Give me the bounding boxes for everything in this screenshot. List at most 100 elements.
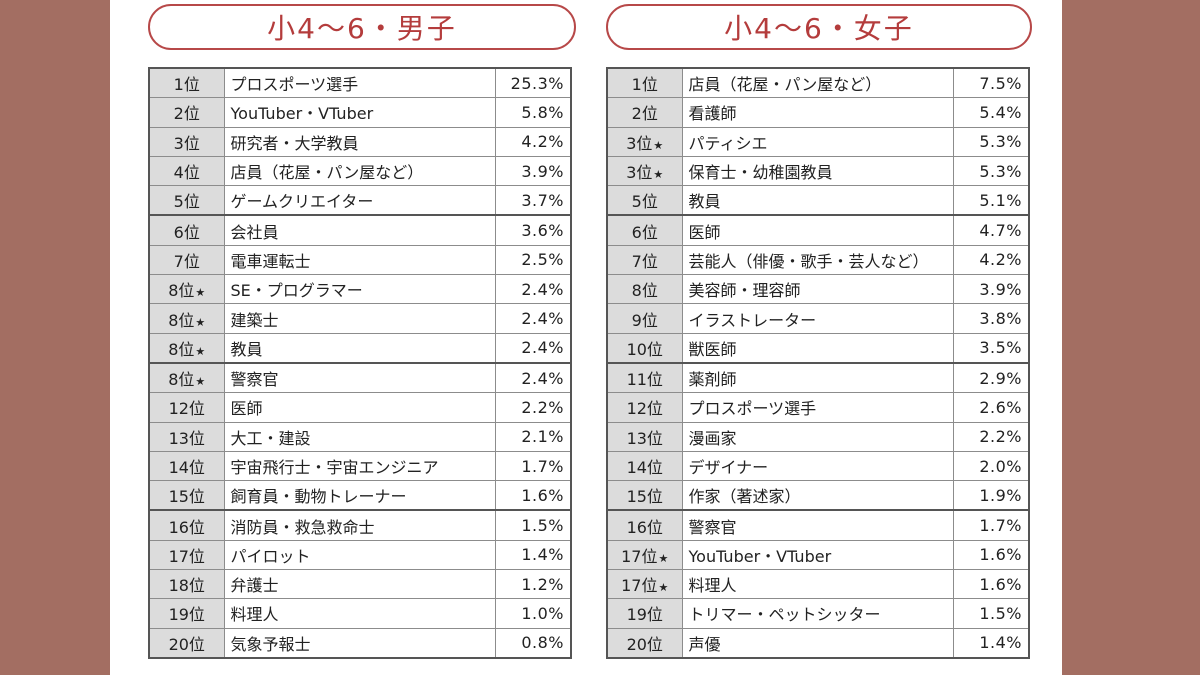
rank-label: 16位 (168, 517, 205, 537)
occupation-cell: 薬剤師 (681, 362, 954, 394)
table-row: 6位 会社員 3.6% (148, 214, 572, 246)
tie-star-icon: ★ (653, 138, 664, 152)
table-row: 11位 薬剤師 2.9% (606, 362, 1030, 394)
rank-cell: 1位 (148, 67, 225, 99)
occupation-cell: 警察官 (681, 509, 954, 541)
percent-cell: 1.9% (952, 480, 1030, 512)
percent-cell: 3.7% (494, 185, 572, 217)
occupation-cell: プロスポーツ選手 (681, 392, 954, 423)
tie-star-icon: ★ (195, 315, 206, 329)
percent-cell: 0.8% (494, 627, 572, 659)
table-row: 10位 獣医師 3.5% (606, 332, 1030, 364)
rank-cell: 3位 (148, 126, 225, 157)
girls-title: 小4〜6・女子 (606, 4, 1032, 50)
rank-label: 8位 (168, 281, 195, 301)
table-row: 8位★ SE・プログラマー 2.4% (148, 274, 572, 305)
rank-label: 8位 (631, 281, 658, 301)
rank-cell: 1位 (606, 67, 683, 99)
rank-cell: 4位 (148, 155, 225, 187)
table-row: 16位 消防員・救急救命士 1.5% (148, 509, 572, 541)
occupation-cell: 店員（花屋・パン屋など） (681, 67, 954, 99)
rank-cell: 19位 (148, 598, 225, 629)
rank-cell: 3位★ (606, 126, 683, 157)
table-row: 12位 プロスポーツ選手 2.6% (606, 392, 1030, 423)
table-row: 4位 店員（花屋・パン屋など） 3.9% (148, 155, 572, 187)
rank-cell: 8位★ (148, 362, 225, 394)
tie-star-icon: ★ (195, 375, 206, 389)
percent-cell: 1.4% (952, 627, 1030, 659)
occupation-cell: プロスポーツ選手 (223, 67, 496, 99)
rank-cell: 12位 (606, 392, 683, 423)
rank-label: 8位 (168, 310, 195, 330)
rank-label: 1位 (173, 75, 200, 95)
table-row: 3位 研究者・大学教員 4.2% (148, 126, 572, 157)
occupation-cell: 大工・建設 (223, 421, 496, 452)
percent-cell: 3.5% (952, 332, 1030, 364)
occupation-cell: 弁護士 (223, 569, 496, 600)
percent-cell: 2.2% (494, 392, 572, 423)
rank-label: 5位 (631, 192, 658, 212)
rank-label: 12位 (626, 399, 663, 419)
rank-label: 14位 (168, 458, 205, 477)
percent-cell: 5.8% (494, 97, 572, 128)
occupation-cell: イラストレーター (681, 303, 954, 334)
occupation-cell: 声優 (681, 627, 954, 659)
percent-cell: 1.4% (494, 539, 572, 571)
rank-cell: 5位 (606, 185, 683, 217)
table-row: 8位★ 教員 2.4% (148, 332, 572, 364)
table-row: 14位 宇宙飛行士・宇宙エンジニア 1.7% (148, 450, 572, 482)
occupation-cell: 看護師 (681, 97, 954, 128)
rank-cell: 3位★ (606, 155, 683, 187)
table-row: 3位★ パティシエ 5.3% (606, 126, 1030, 157)
rank-cell: 14位 (148, 450, 225, 482)
occupation-cell: トリマー・ペットシッター (681, 598, 954, 629)
tie-star-icon: ★ (195, 286, 206, 300)
table-row: 15位 飼育員・動物トレーナー 1.6% (148, 480, 572, 512)
table-row: 7位 電車運転士 2.5% (148, 244, 572, 276)
rank-label: 17位 (168, 546, 205, 566)
rank-label: 3位 (626, 163, 653, 183)
rank-label: 6位 (631, 222, 658, 242)
table-row: 20位 気象予報士 0.8% (148, 627, 572, 659)
occupation-cell: 宇宙飛行士・宇宙エンジニア (223, 450, 496, 482)
percent-cell: 4.7% (952, 214, 1030, 246)
percent-cell: 5.4% (952, 97, 1030, 128)
tie-star-icon: ★ (658, 581, 669, 595)
rank-cell: 7位 (606, 244, 683, 276)
rank-cell: 8位★ (148, 274, 225, 305)
percent-cell: 3.9% (494, 155, 572, 187)
tie-star-icon: ★ (195, 344, 206, 358)
rank-label: 8位 (168, 370, 195, 390)
rank-cell: 17位★ (606, 539, 683, 571)
rank-cell: 15位 (606, 480, 683, 512)
rank-cell: 2位 (148, 97, 225, 128)
rank-cell: 14位 (606, 450, 683, 482)
percent-cell: 2.6% (952, 392, 1030, 423)
table-row: 17位★ YouTuber・VTuber 1.6% (606, 539, 1030, 571)
table-row: 9位 イラストレーター 3.8% (606, 303, 1030, 334)
occupation-cell: 会社員 (223, 214, 496, 246)
table-row: 6位 医師 4.7% (606, 214, 1030, 246)
rank-label: 18位 (168, 576, 205, 596)
table-row: 5位 教員 5.1% (606, 185, 1030, 217)
rank-cell: 10位 (606, 332, 683, 364)
boys-ranking-table: 1位 プロスポーツ選手 25.3% 2位 YouTuber・VTuber 5.8% 3位 研究… (148, 67, 572, 659)
percent-cell: 5.1% (952, 185, 1030, 217)
percent-cell: 1.7% (952, 509, 1030, 541)
rank-label: 14位 (626, 458, 663, 477)
percent-cell: 1.6% (952, 569, 1030, 600)
rank-label: 11位 (626, 370, 663, 390)
occupation-cell: 獣医師 (681, 332, 954, 364)
percent-cell: 2.4% (494, 303, 572, 334)
occupation-cell: 消防員・救急救命士 (223, 509, 496, 541)
rank-cell: 8位★ (148, 303, 225, 334)
rank-cell: 5位 (148, 185, 225, 217)
percent-cell: 2.2% (952, 421, 1030, 452)
percent-cell: 5.3% (952, 155, 1030, 187)
occupation-cell: 気象予報士 (223, 627, 496, 659)
rank-cell: 13位 (606, 421, 683, 452)
rank-cell: 18位 (148, 569, 225, 600)
occupation-cell: ゲームクリエイター (223, 185, 496, 217)
boys-title: 小4〜6・男子 (148, 4, 576, 50)
occupation-cell: 芸能人（俳優・歌手・芸人など） (681, 244, 954, 276)
